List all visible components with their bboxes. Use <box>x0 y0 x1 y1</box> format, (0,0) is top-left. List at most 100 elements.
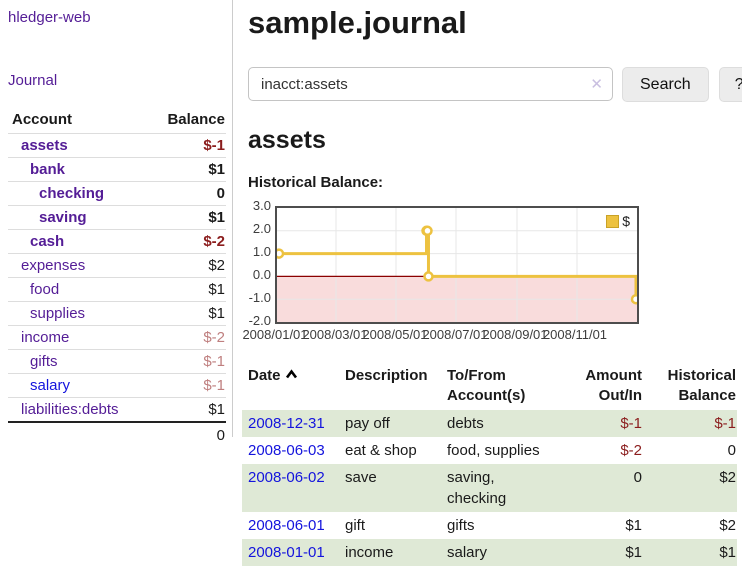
chart-plot-area: $ <box>273 206 642 324</box>
account-heading: assets <box>248 126 326 154</box>
transaction-balance: $2 <box>719 469 736 486</box>
transaction-date-link[interactable]: 2008-06-03 <box>248 442 325 459</box>
chart-title: Historical Balance: <box>248 174 384 191</box>
balance-series <box>273 225 642 305</box>
amount-column-header: Amount Out/In <box>585 367 642 404</box>
account-row: bank $1 <box>8 157 226 181</box>
register-row: 2008-12-31 pay off debts $-1 $-1 <box>242 410 737 437</box>
sort-ascending-icon <box>285 369 297 379</box>
accounts-total: 0 <box>8 421 226 445</box>
chart-legend: $ <box>604 212 632 230</box>
sidebar-item-journal[interactable]: Journal <box>8 72 58 89</box>
page-title: sample.journal <box>248 5 467 40</box>
account-link-saving[interactable]: saving <box>39 209 87 226</box>
account-link-cash[interactable]: cash <box>30 233 65 250</box>
account-row: supplies $1 <box>8 301 226 325</box>
transaction-accounts: salary <box>447 544 488 561</box>
app-root: hledger-web Journal Account Balance asse… <box>0 0 742 566</box>
account-balance: $1 <box>208 161 225 178</box>
search-input[interactable] <box>248 67 613 101</box>
app-title-link[interactable]: hledger-web <box>8 9 91 26</box>
account-link-food[interactable]: food <box>30 281 60 298</box>
account-balance: $-1 <box>203 137 225 154</box>
register-row: 2008-01-01 income salary $1 $1 <box>242 539 737 566</box>
transaction-date-link[interactable]: 2008-12-31 <box>248 415 325 432</box>
account-row: assets $-1 <box>8 133 226 157</box>
account-balance: $-2 <box>203 233 225 250</box>
transaction-accounts: food, supplies <box>447 442 540 459</box>
accounts-table: Account Balance assets $-1 bank $1 check… <box>8 111 226 445</box>
account-balance: $1 <box>208 281 225 298</box>
transaction-accounts: saving, checking <box>447 469 507 507</box>
account-row: salary $-1 <box>8 373 226 397</box>
transaction-date-link[interactable]: 2008-06-02 <box>248 469 325 486</box>
register-row: 2008-06-01 gift gifts $1 $2 <box>242 512 737 539</box>
account-row: checking 0 <box>8 181 226 205</box>
search-box: ✕ <box>248 67 613 102</box>
transaction-accounts: gifts <box>447 517 475 534</box>
x-tick-label: 2008/03/01 <box>302 327 368 342</box>
legend-label: $ <box>622 213 630 229</box>
register-row: 2008-06-03 eat & shop food, supplies $-2… <box>242 437 737 464</box>
transaction-balance: $-1 <box>714 415 736 432</box>
transaction-amount: $-2 <box>620 442 642 459</box>
transaction-description: save <box>345 469 377 486</box>
sidebar: hledger-web Journal Account Balance asse… <box>0 0 233 444</box>
account-balance: $-2 <box>203 329 225 346</box>
account-balance: $-1 <box>203 377 225 394</box>
transaction-amount: 0 <box>633 469 642 486</box>
account-link-gifts[interactable]: gifts <box>30 353 58 370</box>
transaction-amount: $-1 <box>620 415 642 432</box>
y-tick-label: 0.0 <box>252 267 271 282</box>
historical-balance-chart: 3.0 2.0 1.0 0.0 -1.0 -2.0 <box>242 198 742 349</box>
balance-column-header: Balance <box>167 111 225 128</box>
tofrom-column-header: To/From Account(s) <box>447 367 526 404</box>
account-balance: $1 <box>208 209 225 226</box>
account-link-bank[interactable]: bank <box>30 161 66 178</box>
account-row: expenses $2 <box>8 253 226 277</box>
balance-column-header: Historical Balance <box>667 367 736 404</box>
account-balance: $-1 <box>203 353 225 370</box>
transaction-date-link[interactable]: 2008-06-01 <box>248 517 325 534</box>
transaction-balance: 0 <box>727 442 736 459</box>
account-row: gifts $-1 <box>8 349 226 373</box>
x-tick-label: 2008/07/01 <box>422 327 488 342</box>
transaction-amount: $1 <box>625 517 642 534</box>
account-link-salary[interactable]: salary <box>30 377 71 394</box>
account-row: cash $-2 <box>8 229 226 253</box>
register-row: 2008-06-02 save saving, checking 0 $2 <box>242 464 737 512</box>
account-row: food $1 <box>8 277 226 301</box>
account-balance: $1 <box>208 305 225 322</box>
transaction-description: pay off <box>345 415 390 432</box>
y-tick-label: 1.0 <box>252 244 271 259</box>
chart-canvas <box>273 208 642 322</box>
account-balance: 0 <box>216 185 225 202</box>
y-tick-label: 3.0 <box>252 198 271 213</box>
legend-swatch-icon <box>606 214 620 228</box>
transaction-balance: $1 <box>719 544 736 561</box>
date-column-header[interactable]: Date <box>242 364 339 410</box>
transaction-description: income <box>345 544 394 561</box>
transaction-description: gift <box>345 517 366 534</box>
account-link-supplies[interactable]: supplies <box>30 305 86 322</box>
y-tick-label: -2.0 <box>248 313 271 328</box>
main-content: sample.journal ✕ Search ? assets Histori… <box>233 0 742 566</box>
account-link-expenses[interactable]: expenses <box>21 257 86 274</box>
transaction-date-link[interactable]: 2008-01-01 <box>248 544 325 561</box>
search-help-button[interactable]: ? <box>718 67 742 102</box>
account-row: income $-2 <box>8 325 226 349</box>
search-button[interactable]: Search <box>622 67 709 102</box>
account-balance: $2 <box>208 257 225 274</box>
transaction-accounts: debts <box>447 415 484 432</box>
clear-search-icon[interactable]: ✕ <box>590 76 603 93</box>
account-link-income[interactable]: income <box>21 329 70 346</box>
account-row: liabilities:debts $1 <box>8 397 226 421</box>
account-link-checking[interactable]: checking <box>39 185 105 202</box>
account-link-assets[interactable]: assets <box>21 137 68 154</box>
account-link-liabilities-debts[interactable]: liabilities:debts <box>21 401 119 418</box>
x-tick-label: 2008/01/01 <box>242 327 308 342</box>
account-balance: $1 <box>208 401 225 418</box>
x-tick-label: 2008/09/01 <box>482 327 548 342</box>
transaction-balance: $2 <box>719 517 736 534</box>
description-column-header: Description <box>345 367 428 384</box>
